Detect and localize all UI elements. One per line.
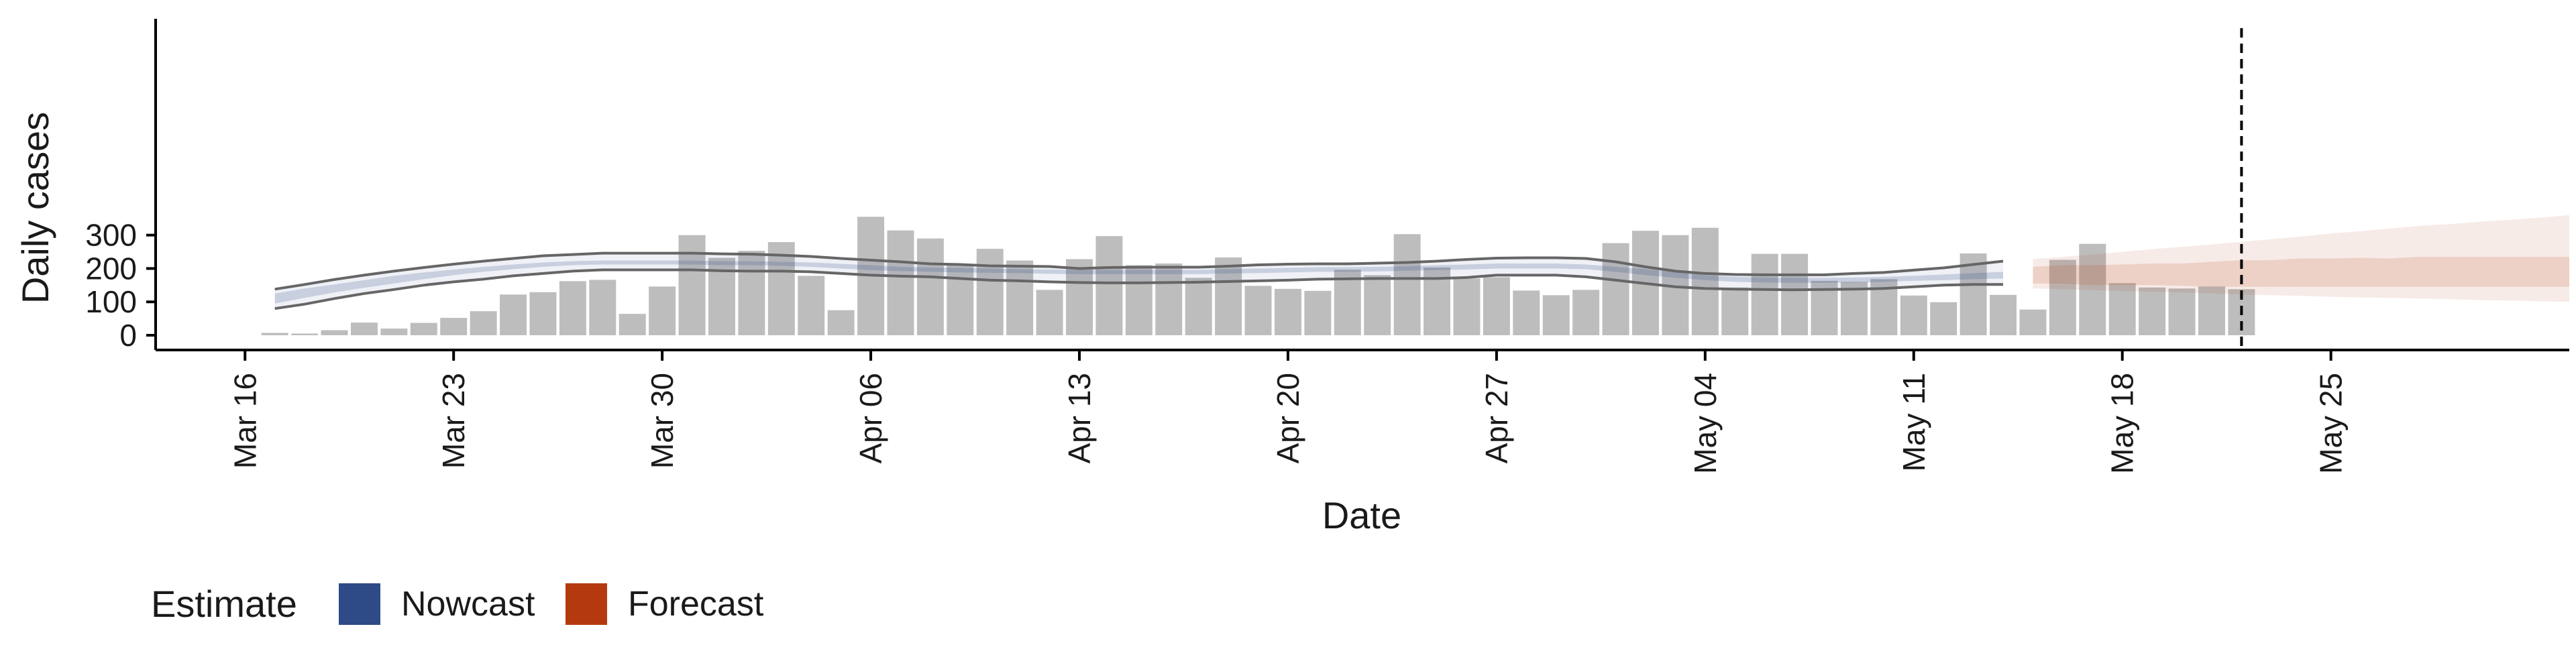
bar (767, 242, 795, 335)
bar (2049, 259, 2076, 335)
bar (559, 281, 586, 335)
forecast-outer-band (2033, 215, 2569, 302)
bar (1930, 302, 1957, 335)
bar (827, 310, 855, 335)
bar (1036, 290, 1063, 335)
bar (1244, 286, 1272, 335)
bar (500, 294, 527, 335)
bar (2198, 286, 2225, 335)
legend: Estimate Nowcast Forecast (151, 583, 764, 625)
bar (291, 333, 319, 335)
bar (1274, 288, 1301, 335)
bar (619, 314, 646, 335)
legend-swatch-forecast (566, 583, 607, 625)
x-tick-label: Mar 23 (436, 373, 471, 469)
bar (738, 251, 765, 335)
bar (1095, 236, 1123, 335)
bar (1453, 278, 1481, 335)
bar (2019, 309, 2047, 335)
legend-title: Estimate (151, 583, 297, 625)
x-tick-label: Apr 20 (1271, 373, 1305, 464)
bar (1334, 270, 1361, 335)
nowcast-upper-line (274, 251, 2004, 291)
bar (1185, 278, 1212, 335)
x-tick-label: May 04 (1688, 373, 1723, 474)
y-tick-label: 200 (85, 251, 137, 286)
bar (1513, 290, 1540, 335)
legend-label-forecast: Forecast (628, 585, 764, 624)
x-tick-label: May 25 (2314, 373, 2349, 474)
bar (1721, 287, 1749, 335)
bar (589, 280, 616, 335)
bar (916, 238, 944, 335)
x-tick-label: Apr 06 (853, 373, 888, 464)
x-axis-title: Date (1322, 494, 1401, 536)
bar (1483, 277, 1510, 335)
bar (1751, 253, 1778, 335)
bar (649, 286, 676, 335)
x-tick-label: May 11 (1896, 373, 1931, 471)
bar (1900, 295, 1927, 335)
bar (470, 311, 497, 335)
bar (1990, 294, 2017, 335)
bars-layer (261, 217, 2255, 335)
nowcast-layer (274, 251, 2004, 310)
x-tick-label: Mar 16 (227, 373, 262, 469)
bar (350, 322, 378, 335)
bar (1572, 290, 1600, 335)
forecast-inner-band (2033, 257, 2569, 287)
bar (887, 230, 914, 335)
bar (529, 292, 557, 335)
x-tick-label: May 18 (2105, 373, 2140, 474)
bar (1364, 275, 1391, 335)
bar (1960, 253, 1987, 335)
bar (440, 318, 468, 335)
bar (1840, 282, 1868, 335)
y-tick-label: 300 (85, 218, 137, 253)
bar (2108, 283, 2136, 335)
x-tick-label: Apr 13 (1062, 373, 1097, 464)
bar (2168, 288, 2196, 335)
y-tick-label: 0 (119, 318, 137, 353)
bar (2139, 287, 2166, 335)
bar (798, 276, 825, 335)
bar (1125, 265, 1152, 335)
bar (1006, 260, 1034, 335)
y-tick-label: 100 (85, 284, 137, 319)
bar (2079, 243, 2106, 335)
nowcast-outer-band (274, 253, 2004, 309)
bar (1393, 234, 1421, 335)
y-axis-title: Daily cases (14, 112, 56, 304)
bar (1542, 295, 1570, 335)
bar (1602, 243, 1629, 335)
bar (321, 330, 348, 335)
nowcast-lower-line (274, 268, 2003, 310)
legend-label-nowcast: Nowcast (401, 585, 535, 624)
bar (1215, 257, 1242, 335)
x-tick-label: Mar 30 (645, 373, 680, 469)
bar (1066, 259, 1093, 335)
bar (1304, 290, 1332, 335)
x-tick-label: Apr 27 (1479, 373, 1514, 464)
forecast-layer (2033, 215, 2569, 302)
bar (261, 333, 288, 335)
bar (976, 249, 1004, 335)
bar (1155, 263, 1183, 335)
legend-swatch-nowcast (339, 583, 380, 625)
bar (1781, 253, 1809, 335)
bar (410, 322, 437, 335)
bar (380, 329, 408, 335)
bar (678, 235, 706, 335)
bar (1691, 227, 1719, 335)
